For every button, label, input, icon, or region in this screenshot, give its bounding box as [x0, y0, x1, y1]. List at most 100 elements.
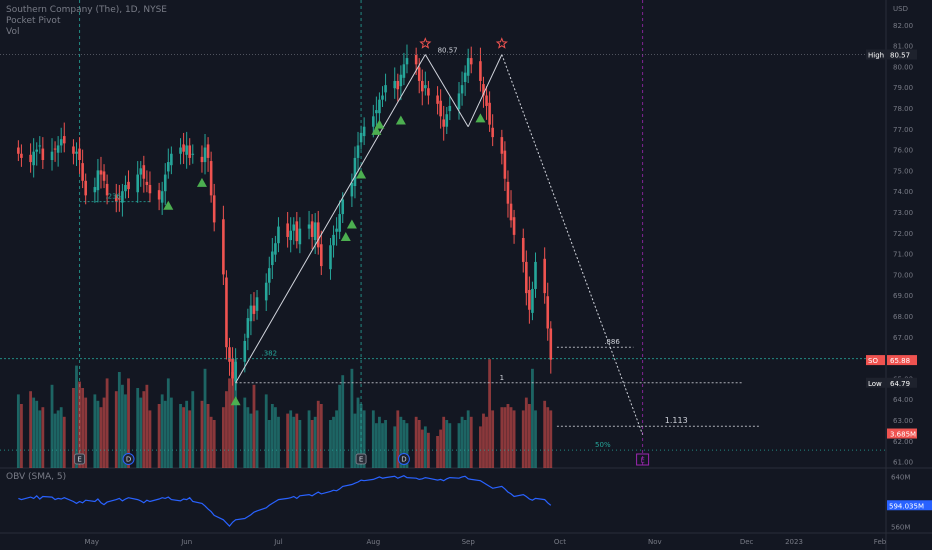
candle-body: [442, 119, 445, 127]
candle-body: [313, 222, 317, 241]
volume-bar: [32, 397, 36, 468]
candle-body: [277, 226, 280, 244]
volume-bar: [405, 423, 409, 468]
candle-body: [59, 139, 63, 146]
volume-bar: [249, 413, 253, 468]
candle: [179, 138, 182, 165]
volume-bar: [381, 423, 384, 468]
pattern-leg: [235, 54, 426, 384]
volume-bar: [157, 404, 161, 468]
candle: [424, 71, 427, 96]
volume-bar: [338, 384, 342, 468]
candle: [96, 158, 100, 203]
candle-body: [402, 64, 406, 78]
candle-body: [396, 80, 400, 90]
volume-bar: [200, 400, 204, 468]
candle: [509, 190, 513, 228]
candle-body: [72, 146, 75, 154]
price-axis-tick: 73.00: [893, 209, 913, 217]
candle-body: [105, 183, 109, 196]
candle-body: [341, 199, 345, 215]
candle-body: [378, 99, 381, 114]
candle: [20, 144, 23, 167]
low-price-tag: [866, 377, 885, 388]
event-marker-label: E: [77, 456, 81, 464]
volume-bar: [527, 404, 531, 468]
volume-bar: [105, 378, 109, 468]
candle: [160, 181, 164, 215]
volume-bar: [356, 397, 360, 468]
volume-bar: [316, 400, 320, 468]
price-axis: USD 82.00 81.00 80.00 79.00 78.00 77.00 76.00 75…: [866, 5, 917, 467]
candle: [362, 117, 366, 146]
candle-body: [338, 214, 341, 232]
volume-bar: [503, 407, 507, 468]
volume-bar: [500, 407, 504, 468]
candle-body: [393, 80, 397, 89]
volume-bar: [163, 400, 167, 468]
volume-bar: [442, 416, 446, 468]
candle: [528, 276, 531, 324]
candle: [191, 144, 195, 164]
volume-bar: [423, 426, 427, 468]
time-axis-label: 2023: [785, 538, 803, 546]
candle-body: [482, 84, 485, 96]
candle: [491, 114, 494, 147]
volume-bar: [485, 416, 488, 468]
volume-bar: [469, 416, 473, 468]
candle-body: [528, 290, 531, 310]
candle: [286, 212, 289, 248]
candle: [396, 73, 400, 102]
volume-bar: [179, 404, 182, 468]
indicator-obv[interactable]: OBV (SMA, 5): [6, 472, 67, 482]
candle-body: [243, 340, 247, 362]
volume-bar: [139, 397, 143, 468]
volume-bar: [457, 423, 461, 468]
candle: [231, 347, 234, 386]
candle-body: [170, 153, 173, 166]
event-marker-label: D: [126, 456, 131, 464]
volume-bar: [396, 410, 400, 468]
candle: [252, 292, 256, 322]
candle-body: [332, 234, 335, 246]
candle-body: [414, 54, 418, 65]
candle-body: [121, 191, 124, 203]
earnings-marker: [74, 453, 86, 465]
volume-current-value: 3.685M: [890, 431, 916, 439]
candle-body: [255, 297, 259, 311]
volume-bar: [142, 391, 146, 468]
candle: [460, 71, 464, 106]
candle: [32, 138, 35, 178]
volume-bar: [185, 400, 189, 468]
volume-bar: [460, 416, 464, 468]
volume-bar: [62, 416, 66, 468]
volume-bar: [267, 420, 271, 468]
volume-bar: [117, 372, 121, 468]
indicator-pocket-pivot[interactable]: Pocket Pivot: [6, 16, 61, 26]
candle-body: [310, 221, 314, 237]
harmonic-pattern: [235, 54, 644, 435]
volume-bar: [96, 400, 100, 468]
volume-bar: [506, 404, 510, 468]
candle: [353, 146, 357, 199]
candle: [228, 337, 231, 376]
indicator-volume[interactable]: Vol: [6, 27, 20, 37]
volume-bar: [378, 416, 381, 468]
candlesticks: [17, 44, 553, 391]
candle-body: [222, 219, 225, 275]
last-price-value: 65.88: [890, 357, 910, 365]
candle: [121, 183, 124, 217]
volume-bar: [255, 410, 259, 468]
candle-body: [99, 170, 103, 175]
candle: [417, 58, 421, 94]
volume-bar: [72, 388, 75, 468]
price-axis-tick: 78.00: [893, 105, 913, 113]
candle-body: [231, 358, 234, 379]
price-axis-tick: 62.00: [893, 438, 913, 446]
candle: [335, 217, 338, 246]
time-axis-label: Jul: [273, 538, 283, 546]
volume-bar: [93, 394, 97, 468]
candle-body: [249, 305, 253, 322]
